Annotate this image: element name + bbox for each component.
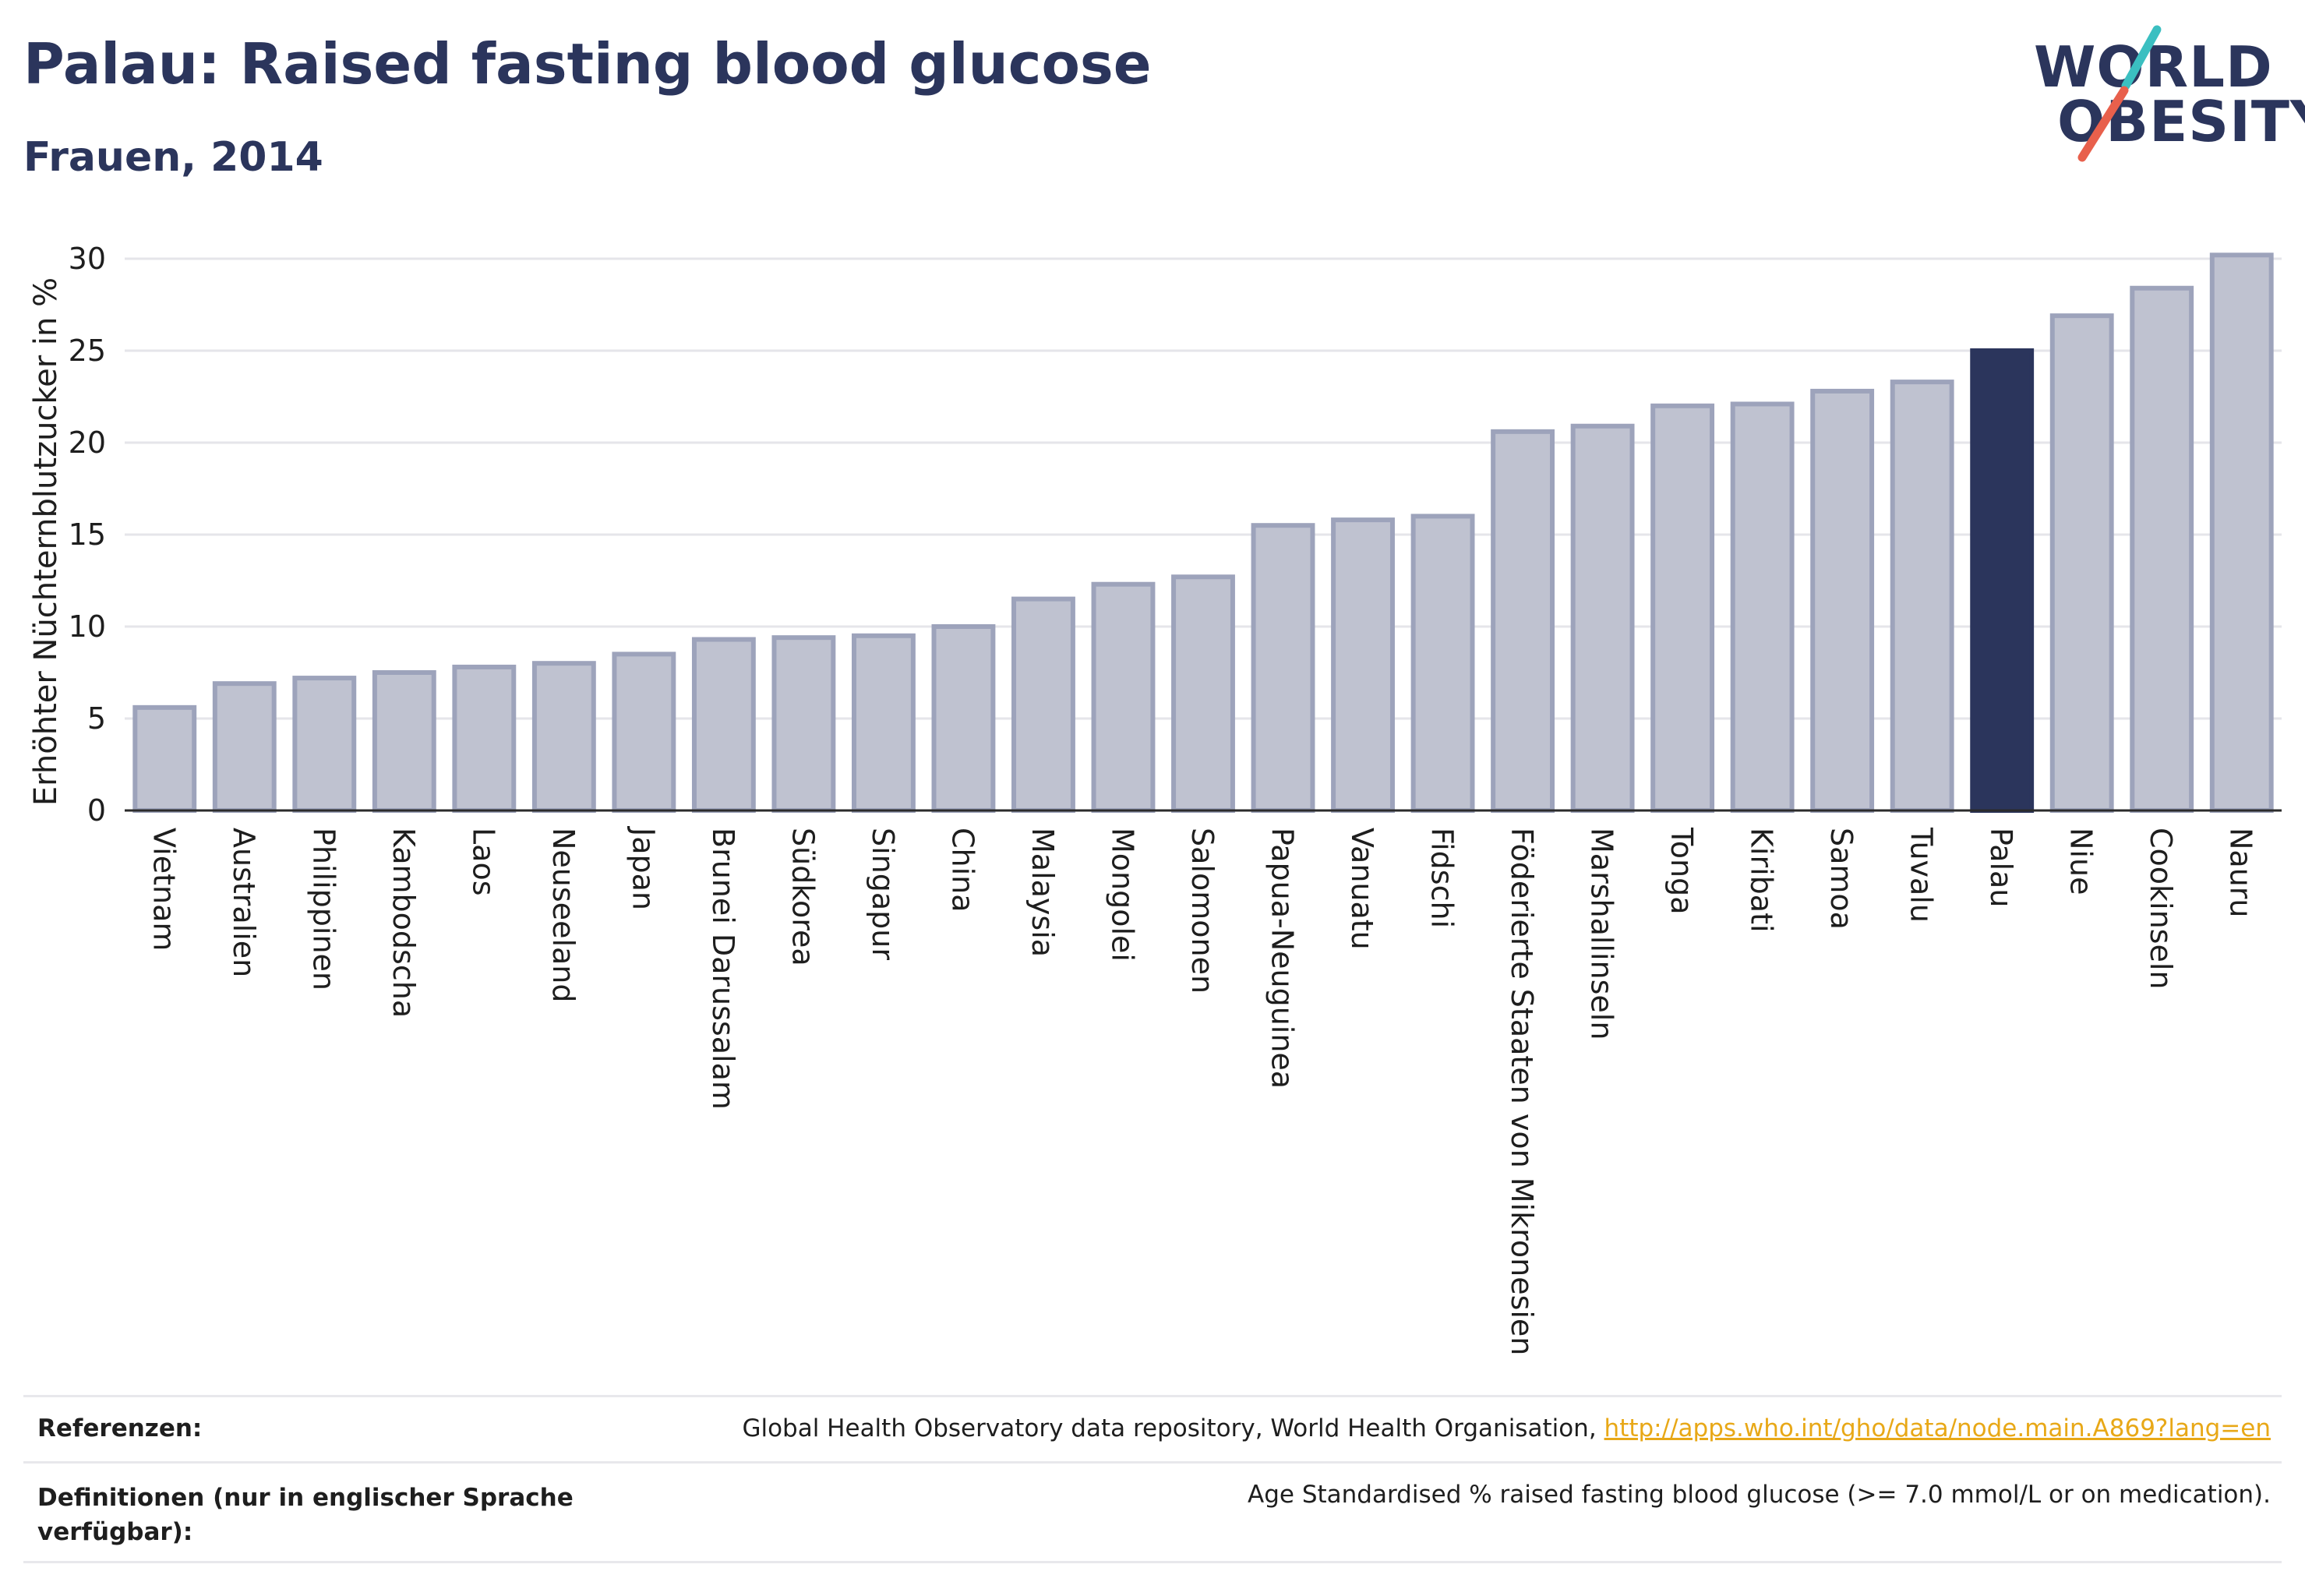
bar bbox=[132, 704, 197, 814]
x-tick-label: Papua-Neuguinea bbox=[1265, 828, 1300, 1089]
x-tick-label: Japan bbox=[626, 826, 660, 910]
x-tick-label: Südkorea bbox=[785, 828, 820, 966]
bar bbox=[1730, 401, 1795, 813]
definitions-row: Definitionen (nur in englischer Sprache … bbox=[23, 1461, 2282, 1563]
bar bbox=[452, 664, 517, 813]
bar bbox=[2049, 313, 2114, 814]
bar bbox=[292, 676, 357, 814]
x-tick-label: Laos bbox=[466, 828, 500, 896]
bar bbox=[931, 624, 996, 813]
bar bbox=[1890, 380, 1954, 813]
definitions-value: Age Standardised % raised fasting blood … bbox=[1248, 1481, 2271, 1509]
x-tick-label: Tuvalu bbox=[1904, 827, 1939, 923]
bar bbox=[212, 681, 277, 813]
logo-slash-icon bbox=[2077, 25, 2162, 162]
x-tick-label: Palau bbox=[1984, 828, 2018, 907]
bar bbox=[1011, 596, 1075, 813]
y-tick-label: 10 bbox=[69, 609, 106, 644]
chart-subtitle: Frauen, 2014 bbox=[23, 134, 323, 181]
bar bbox=[1491, 429, 1555, 813]
footer-table: Referenzen: Global Health Observatory da… bbox=[23, 1395, 2282, 1563]
x-tick-label: Vanuatu bbox=[1345, 828, 1379, 950]
bar bbox=[691, 637, 756, 814]
references-label: Referenzen: bbox=[37, 1414, 203, 1442]
y-axis-label: Erhöhter Nüchternblutzucker in % bbox=[28, 277, 64, 806]
x-tick-label: Samoa bbox=[1824, 828, 1858, 930]
bar bbox=[1810, 388, 1875, 814]
references-row: Referenzen: Global Health Observatory da… bbox=[23, 1395, 2282, 1461]
x-tick-label: Föderierte Staaten von Mikronesien bbox=[1505, 828, 1539, 1355]
bar bbox=[771, 635, 836, 813]
y-tick-label: 0 bbox=[87, 793, 106, 828]
bar bbox=[1970, 348, 2035, 813]
x-tick-label: Tonga bbox=[1664, 827, 1699, 915]
bar bbox=[2209, 252, 2274, 813]
bar bbox=[531, 661, 596, 814]
definitions-label: Definitionen (nur in englischer Sprache … bbox=[37, 1484, 574, 1546]
bar bbox=[612, 651, 676, 814]
y-tick-label: 25 bbox=[69, 334, 106, 368]
bar bbox=[851, 633, 916, 813]
x-tick-label: Kambodscha bbox=[387, 828, 421, 1018]
y-tick-label: 20 bbox=[69, 425, 106, 460]
x-tick-label: Australien bbox=[227, 828, 261, 977]
bar bbox=[1091, 581, 1156, 813]
x-tick-label: Neuseeland bbox=[546, 828, 581, 1003]
y-tick-label: 15 bbox=[69, 517, 106, 552]
bar bbox=[1331, 517, 1395, 813]
y-tick-label: 5 bbox=[87, 701, 106, 736]
chart-title: Palau: Raised fasting blood glucose bbox=[23, 31, 1152, 97]
bar bbox=[2130, 285, 2194, 813]
bar bbox=[1570, 423, 1635, 813]
x-tick-label: Nauru bbox=[2224, 828, 2258, 918]
y-tick-label: 30 bbox=[69, 242, 106, 276]
logo-line-2: OBESITY bbox=[2057, 89, 2305, 154]
x-tick-label: Mongolei bbox=[1105, 828, 1139, 962]
x-tick-label: Philippinen bbox=[306, 828, 341, 990]
references-link[interactable]: http://apps.who.int/gho/data/node.main.A… bbox=[1604, 1414, 2271, 1442]
bar bbox=[1251, 523, 1315, 813]
world-obesity-logo: WORLD OBESITY bbox=[2034, 23, 2305, 164]
x-tick-label: Fidschi bbox=[1425, 828, 1460, 928]
bar bbox=[1171, 574, 1235, 813]
x-tick-label: Vietnam bbox=[146, 828, 181, 951]
bar bbox=[1650, 403, 1715, 813]
x-tick-label: Cookinseln bbox=[2144, 828, 2178, 990]
x-tick-label: Marshallinseln bbox=[1585, 828, 1619, 1040]
bar bbox=[1410, 514, 1475, 813]
references-text: Global Health Observatory data repositor… bbox=[742, 1414, 1604, 1442]
bar bbox=[372, 670, 436, 813]
x-tick-label: Salomonen bbox=[1185, 828, 1220, 994]
x-tick-label: Brunei Darussalam bbox=[706, 828, 740, 1110]
x-tick-label: China bbox=[945, 828, 980, 913]
x-tick-label: Niue bbox=[2064, 828, 2099, 895]
x-tick-label: Kiribati bbox=[1745, 828, 1779, 933]
x-tick-label: Malaysia bbox=[1025, 828, 1060, 957]
references-value: Global Health Observatory data repositor… bbox=[742, 1414, 2271, 1442]
x-tick-label: Singapur bbox=[866, 828, 900, 960]
